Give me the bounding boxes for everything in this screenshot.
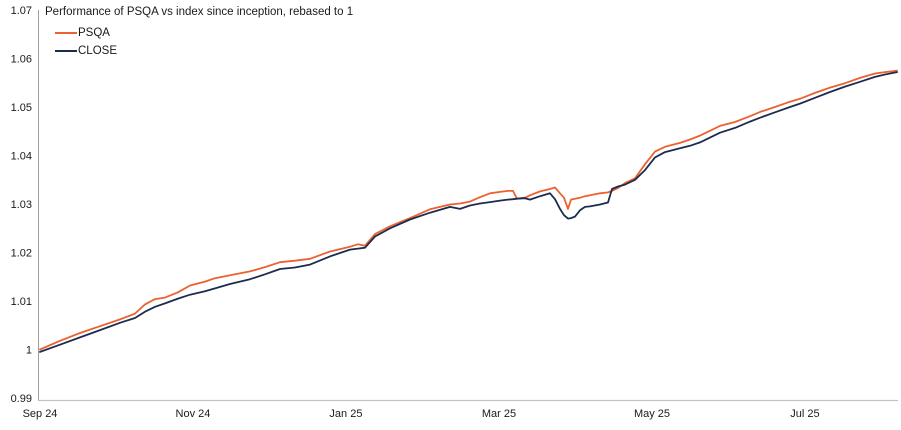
- chart-title: Performance of PSQA vs index since incep…: [45, 6, 354, 18]
- legend-label-psqa: PSQA: [78, 27, 110, 39]
- close-line-swatch-icon: [55, 49, 77, 53]
- x-tick-label: Jan 25: [329, 408, 362, 420]
- y-tick-label: 1.07: [11, 5, 32, 17]
- psqa-series-line: [39, 69, 898, 351]
- y-tick-label: 1.03: [11, 199, 32, 211]
- y-tick-label: 1.01: [11, 296, 32, 308]
- legend-item-close: CLOSE: [55, 42, 117, 60]
- y-tick-label: 1: [26, 345, 32, 357]
- legend-label-close: CLOSE: [78, 45, 117, 57]
- chart-legend: PSQA CLOSE: [55, 24, 117, 60]
- x-tick-label: Jul 25: [790, 408, 819, 420]
- x-tick-label: Sep 24: [23, 408, 58, 420]
- y-tick-label: 1.04: [11, 151, 32, 163]
- close-series-line: [39, 71, 898, 353]
- y-tick-label: 0.99: [11, 393, 32, 405]
- psqa-line-swatch-icon: [55, 31, 77, 35]
- y-tick-label: 1.05: [11, 102, 32, 114]
- y-tick-label: 1.06: [11, 54, 32, 66]
- y-tick-label: 1.02: [11, 248, 32, 260]
- x-tick-label: May 25: [634, 408, 670, 420]
- x-tick-label: Mar 25: [482, 408, 516, 420]
- x-tick-label: Nov 24: [176, 408, 211, 420]
- legend-item-psqa: PSQA: [55, 24, 117, 42]
